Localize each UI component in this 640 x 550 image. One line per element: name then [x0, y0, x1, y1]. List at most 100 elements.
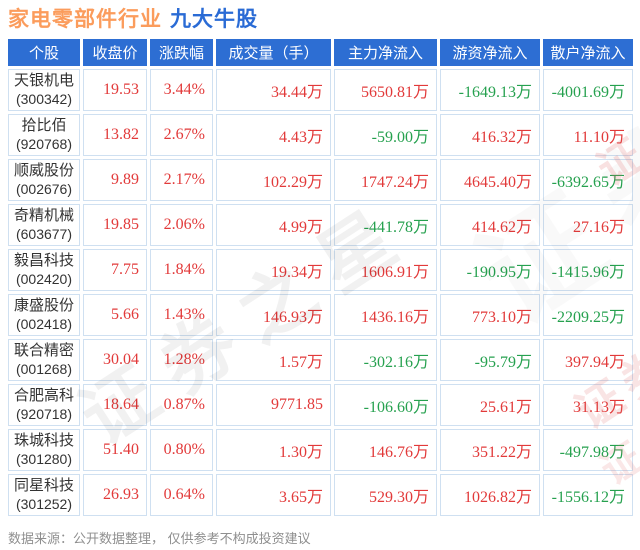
retail-inflow-cell: 11.10万: [543, 114, 633, 156]
stock-name: 珠城科技: [13, 432, 74, 449]
stock-name: 奇精机械: [13, 207, 74, 224]
table-row: 拾比佰 (920768) 13.82 2.67% 4.43万 -59.00万 4…: [8, 114, 633, 156]
close-price-cell: 51.40: [83, 429, 147, 471]
hot-money-inflow-cell: 416.32万: [440, 114, 540, 156]
main-inflow-cell: 529.30万: [334, 474, 437, 516]
change-pct-cell: 1.43%: [150, 294, 213, 336]
volume-cell: 102.29万: [216, 159, 331, 201]
stock-code: (300342): [15, 91, 73, 107]
stock-code: (002418): [15, 316, 73, 332]
header-close-price: 收盘价: [83, 39, 147, 66]
volume-cell: 4.43万: [216, 114, 331, 156]
close-price-cell: 5.66: [83, 294, 147, 336]
close-price-cell: 30.04: [83, 339, 147, 381]
stock-code: (920768): [15, 136, 73, 152]
retail-inflow-cell: -1415.96万: [543, 249, 633, 291]
stock-name: 拾比佰: [21, 117, 67, 134]
table-header: 个股 收盘价 涨跌幅 成交量（手） 主力净流入 游资净流入 散户净流入: [8, 39, 633, 66]
stock-name: 顺威股份: [13, 162, 74, 179]
change-pct-cell: 0.80%: [150, 429, 213, 471]
main-inflow-cell: 1606.91万: [334, 249, 437, 291]
table-row: 毅昌科技 (002420) 7.75 1.84% 19.34万 1606.91万…: [8, 249, 633, 291]
stock-cell: 珠城科技 (301280): [8, 429, 80, 471]
volume-cell: 1.30万: [216, 429, 331, 471]
table-row: 联合精密 (001268) 30.04 1.28% 1.57万 -302.16万…: [8, 339, 633, 381]
retail-inflow-cell: -4001.69万: [543, 69, 633, 111]
hot-money-inflow-cell: -1649.13万: [440, 69, 540, 111]
stock-cell: 顺威股份 (002676): [8, 159, 80, 201]
table-row: 珠城科技 (301280) 51.40 0.80% 1.30万 146.76万 …: [8, 429, 633, 471]
table-row: 顺威股份 (002676) 9.89 2.17% 102.29万 1747.24…: [8, 159, 633, 201]
title-suffix: 九大牛股: [170, 8, 258, 31]
stock-name: 同星科技: [13, 477, 74, 494]
stock-name: 毅昌科技: [13, 252, 74, 269]
stock-code: (603677): [15, 226, 73, 242]
hot-money-inflow-cell: 351.22万: [440, 429, 540, 471]
hot-money-inflow-cell: 1026.82万: [440, 474, 540, 516]
hot-money-inflow-cell: 25.61万: [440, 384, 540, 426]
volume-cell: 34.44万: [216, 69, 331, 111]
change-pct-cell: 0.64%: [150, 474, 213, 516]
hot-money-inflow-cell: 414.62万: [440, 204, 540, 246]
stock-code: (301280): [15, 451, 73, 467]
stock-name: 康盛股份: [13, 297, 74, 314]
stock-code: (002676): [15, 181, 73, 197]
stock-cell: 毅昌科技 (002420): [8, 249, 80, 291]
header-stock: 个股: [8, 39, 80, 66]
stock-table: 个股 收盘价 涨跌幅 成交量（手） 主力净流入 游资净流入 散户净流入 天银机电…: [5, 36, 636, 519]
volume-cell: 19.34万: [216, 249, 331, 291]
close-price-cell: 18.64: [83, 384, 147, 426]
stock-code: (001268): [15, 361, 73, 377]
retail-inflow-cell: -6392.65万: [543, 159, 633, 201]
retail-inflow-cell: -1556.12万: [543, 474, 633, 516]
close-price-cell: 9.89: [83, 159, 147, 201]
retail-inflow-cell: 31.13万: [543, 384, 633, 426]
main-inflow-cell: -302.16万: [334, 339, 437, 381]
main-inflow-cell: -106.60万: [334, 384, 437, 426]
stock-cell: 天银机电 (300342): [8, 69, 80, 111]
hot-money-inflow-cell: 773.10万: [440, 294, 540, 336]
main-inflow-cell: 1436.16万: [334, 294, 437, 336]
retail-inflow-cell: -497.98万: [543, 429, 633, 471]
volume-cell: 1.57万: [216, 339, 331, 381]
header-volume: 成交量（手）: [216, 39, 331, 66]
data-source-disclaimer: 数据来源：公开数据整理， 仅供参考不构成投资建议: [8, 531, 311, 546]
change-pct-cell: 1.28%: [150, 339, 213, 381]
header-change-pct: 涨跌幅: [150, 39, 213, 66]
table-row: 同星科技 (301252) 26.93 0.64% 3.65万 529.30万 …: [8, 474, 633, 516]
stock-cell: 奇精机械 (603677): [8, 204, 80, 246]
change-pct-cell: 2.06%: [150, 204, 213, 246]
volume-cell: 9771.85: [216, 384, 331, 426]
page-title: 家电零部件行业 九大牛股: [8, 3, 258, 33]
change-pct-cell: 2.17%: [150, 159, 213, 201]
stock-code: (301252): [15, 496, 73, 512]
header-hot-money-inflow: 游资净流入: [440, 39, 540, 66]
stock-code: (002420): [15, 271, 73, 287]
header-retail-inflow: 散户净流入: [543, 39, 633, 66]
stock-cell: 康盛股份 (002418): [8, 294, 80, 336]
stock-cell: 同星科技 (301252): [8, 474, 80, 516]
main-inflow-cell: -441.78万: [334, 204, 437, 246]
close-price-cell: 7.75: [83, 249, 147, 291]
stock-code: (920718): [15, 406, 73, 422]
retail-inflow-cell: 27.16万: [543, 204, 633, 246]
stock-name: 天银机电: [13, 72, 74, 89]
main-inflow-cell: 146.76万: [334, 429, 437, 471]
close-price-cell: 13.82: [83, 114, 147, 156]
stock-name: 联合精密: [13, 342, 74, 359]
close-price-cell: 26.93: [83, 474, 147, 516]
volume-cell: 4.99万: [216, 204, 331, 246]
stock-cell: 合肥高科 (920718): [8, 384, 80, 426]
table-row: 康盛股份 (002418) 5.66 1.43% 146.93万 1436.16…: [8, 294, 633, 336]
main-inflow-cell: -59.00万: [334, 114, 437, 156]
hot-money-inflow-cell: -95.79万: [440, 339, 540, 381]
stock-cell: 联合精密 (001268): [8, 339, 80, 381]
stock-name: 合肥高科: [13, 387, 74, 404]
table-row: 天银机电 (300342) 19.53 3.44% 34.44万 5650.81…: [8, 69, 633, 111]
table-row: 奇精机械 (603677) 19.85 2.06% 4.99万 -441.78万…: [8, 204, 633, 246]
hot-money-inflow-cell: 4645.40万: [440, 159, 540, 201]
close-price-cell: 19.53: [83, 69, 147, 111]
retail-inflow-cell: 397.94万: [543, 339, 633, 381]
main-inflow-cell: 5650.81万: [334, 69, 437, 111]
change-pct-cell: 2.67%: [150, 114, 213, 156]
